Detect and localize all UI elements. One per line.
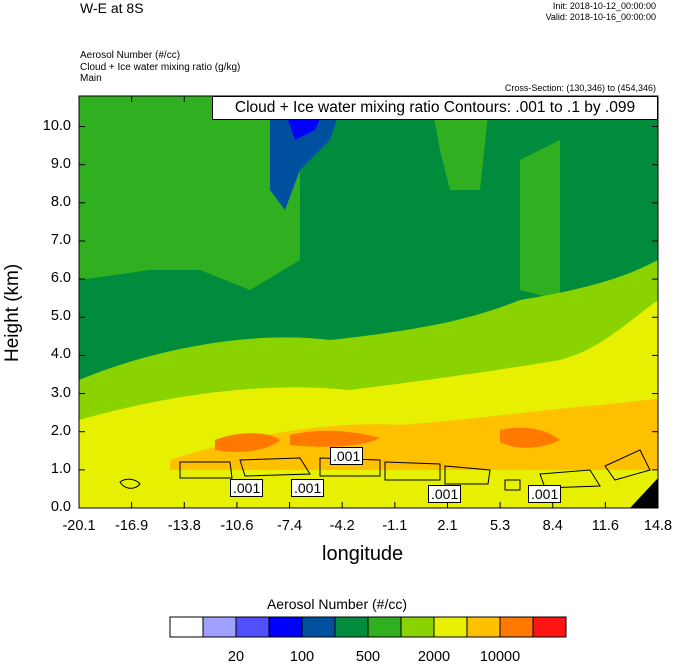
contour-info-box: Cloud + Ice water mixing ratio Contours:… [212,96,658,120]
colorbar-swatch [334,616,369,638]
field-aerosol-label: Aerosol Number (#/cc) [80,50,181,61]
colorbar-swatch [466,616,501,638]
y-axis-label: Height (km) [2,263,23,362]
x-tick-label: -20.1 [62,518,96,534]
x-tick-label: 11.6 [591,518,619,534]
colorbar-swatch [235,616,270,638]
contour-label: .001 [230,479,264,497]
y-tick-marks [79,126,658,509]
colorbar [169,616,567,638]
x-tick-label: -10.6 [220,518,254,534]
y-tick-label: 0.0 [50,499,71,515]
field-main-label: Main [80,73,102,84]
x-tick-label: -1.1 [382,518,408,534]
colorbar-swatch [268,616,303,638]
contour-label: .001 [330,447,364,465]
x-tick-label: -13.8 [167,518,201,534]
y-tick-label: 10.0 [42,117,71,134]
plot-title: W-E at 8S [80,0,144,16]
x-tick-label: -7.4 [277,518,303,534]
colorbar-swatch [433,616,468,638]
cross-section-label: Cross-Section: (130,346) to (454,346) [504,83,656,93]
init-time: Init: 2018-10-12_00:00:00 [552,1,656,11]
x-tick-label: -16.9 [115,518,149,534]
colorbar-tick-label: 10000 [479,649,521,665]
y-tick-label: 1.0 [50,460,71,477]
y-tick-label: 5.0 [50,308,71,325]
colorbar-tick-label: 100 [289,649,315,665]
colorbar-swatch [499,616,534,638]
contour-label: .001 [291,479,325,497]
colorbar-tick-label: 2000 [417,649,451,665]
colorbar-tick-label: 20 [227,649,245,665]
y-tick-label: 8.0 [50,193,71,210]
y-tick-label: 2.0 [50,422,71,439]
heatmap-field [79,96,658,508]
colorbar-tick-label: 500 [355,649,381,665]
colorbar-swatch [532,616,567,638]
colorbar-swatch [169,616,204,638]
x-tick-label: -4.2 [329,518,355,534]
colorbar-swatch [202,616,237,638]
y-tick-label: 3.0 [50,384,71,401]
valid-time: Valid: 2018-10-16_00:00:00 [545,12,656,22]
y-tick-label: 4.0 [50,346,71,363]
colorbar-title: Aerosol Number (#/cc) [266,596,408,612]
y-tick-label: 7.0 [50,231,71,248]
colorbar-swatch [400,616,435,638]
x-axis-label: longitude [322,543,404,565]
field-cloud-label: Cloud + Ice water mixing ratio (g/kg) [80,62,241,73]
contour-label: .001 [528,485,562,503]
contour-label: .001 [428,485,462,503]
colorbar-swatch [367,616,402,638]
x-tick-label: 2.1 [437,518,458,534]
y-tick-label: 9.0 [50,155,71,172]
x-tick-label: 14.8 [643,518,673,534]
y-tick-label: 6.0 [50,270,71,287]
x-tick-label: 5.3 [489,518,511,534]
colorbar-swatch [301,616,336,638]
x-tick-label: 8.4 [542,518,563,534]
